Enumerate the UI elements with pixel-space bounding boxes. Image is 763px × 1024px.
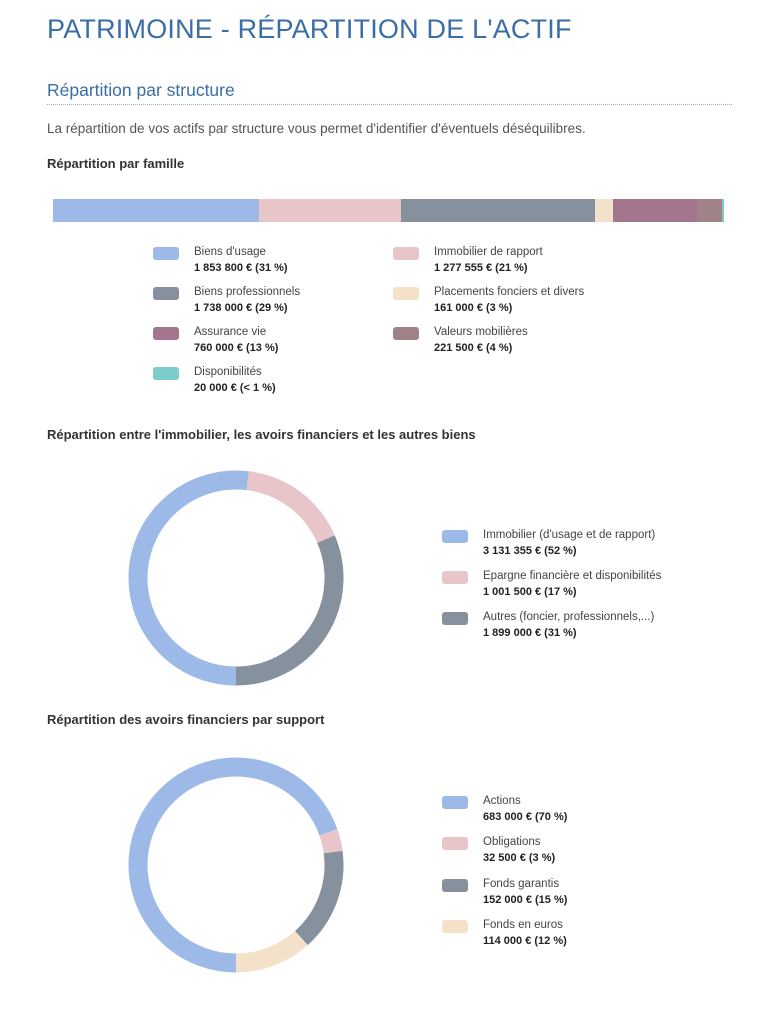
real-estate-donut-chart bbox=[128, 470, 344, 686]
legend-swatch bbox=[442, 612, 468, 625]
section-title: Répartition par structure bbox=[47, 80, 732, 105]
legend-swatch bbox=[442, 837, 468, 850]
page-title: PATRIMOINE - RÉPARTITION DE L'ACTIF bbox=[47, 14, 572, 44]
legend-swatch bbox=[153, 327, 179, 340]
legend-label: Assurance vie bbox=[194, 326, 267, 338]
legend-swatch bbox=[442, 879, 468, 892]
legend-value: 152 000 € (15 %) bbox=[483, 894, 568, 906]
legend-value: 32 500 € (3 %) bbox=[483, 852, 556, 864]
legend-swatch bbox=[153, 287, 179, 300]
legend-value: 3 131 355 € (52 %) bbox=[483, 545, 577, 557]
bar-segment-biens-d-usage bbox=[53, 199, 260, 222]
legend-swatch bbox=[442, 920, 468, 933]
real-estate-chart-title: Répartition entre l'immobilier, les avoi… bbox=[47, 427, 476, 442]
legend-swatch bbox=[393, 327, 419, 340]
legend-value: 1 001 500 € (17 %) bbox=[483, 586, 577, 598]
legend-label: Biens professionnels bbox=[194, 286, 301, 298]
legend-value: 1 899 000 € (31 %) bbox=[483, 627, 577, 639]
legend-value: 760 000 € (13 %) bbox=[194, 342, 279, 354]
legend-label: Fonds en euros bbox=[483, 919, 563, 931]
legend-label: Autres (foncier, professionnels,...) bbox=[483, 611, 655, 623]
donut-slice-fonds-en-euros bbox=[235, 930, 308, 973]
legend-swatch bbox=[442, 530, 468, 543]
donut-slice-autres-foncier-professionnels bbox=[235, 535, 344, 686]
legend-value: 1 738 000 € (29 %) bbox=[194, 302, 288, 314]
legend-label: Immobilier (d'usage et de rapport) bbox=[483, 529, 656, 541]
legend-label: Epargne financière et disponibilités bbox=[483, 570, 662, 582]
legend-swatch bbox=[393, 287, 419, 300]
legend-label: Immobilier de rapport bbox=[434, 246, 543, 258]
legend-swatch bbox=[442, 796, 468, 809]
bar-segment-valeurs-mobilieres bbox=[697, 199, 722, 222]
legend-value: 1 853 800 € (31 %) bbox=[194, 262, 288, 274]
legend-swatch bbox=[153, 247, 179, 260]
legend-value: 1 277 555 € (21 %) bbox=[434, 262, 528, 274]
bar-segment-disponibilites bbox=[721, 199, 724, 222]
legend-value: 20 000 € (< 1 %) bbox=[194, 382, 276, 394]
financial-donut-chart bbox=[128, 757, 344, 973]
donut-slice-epargne-financiere-et-disponibilites bbox=[246, 471, 335, 544]
legend-label: Valeurs mobilières bbox=[434, 326, 528, 338]
legend-label: Obligations bbox=[483, 836, 541, 848]
donut-slice-actions bbox=[128, 757, 338, 973]
legend-label: Disponibilités bbox=[194, 366, 262, 378]
bar-segment-assurance-vie bbox=[612, 199, 698, 222]
legend-value: 221 500 € (4 %) bbox=[434, 342, 513, 354]
legend-swatch bbox=[393, 247, 419, 260]
bar-segment-placements-fonciers-et-divers bbox=[594, 199, 613, 222]
legend-value: 161 000 € (3 %) bbox=[434, 302, 513, 314]
donut-slice-immobilier-d-usage-et-de-rapport bbox=[128, 470, 249, 686]
legend-swatch bbox=[153, 367, 179, 380]
legend-label: Actions bbox=[483, 795, 521, 807]
legend-label: Placements fonciers et divers bbox=[434, 286, 585, 298]
financial-chart-title: Répartition des avoirs financiers par su… bbox=[47, 712, 325, 727]
family-chart-title: Répartition par famille bbox=[47, 156, 185, 171]
family-stacked-bar bbox=[53, 199, 724, 222]
intro-text: La répartition de vos actifs par structu… bbox=[47, 121, 586, 136]
bar-segment-biens-professionnels bbox=[401, 199, 595, 222]
legend-value: 683 000 € (70 %) bbox=[483, 811, 568, 823]
legend-value: 114 000 € (12 %) bbox=[483, 935, 567, 947]
donut-slice-obligations bbox=[319, 829, 343, 854]
bar-segment-immobilier-de-rapport bbox=[259, 199, 402, 222]
legend-label: Biens d'usage bbox=[194, 246, 266, 258]
donut-slice-fonds-garantis bbox=[294, 850, 344, 946]
legend-label: Fonds garantis bbox=[483, 878, 560, 890]
legend-swatch bbox=[442, 571, 468, 584]
